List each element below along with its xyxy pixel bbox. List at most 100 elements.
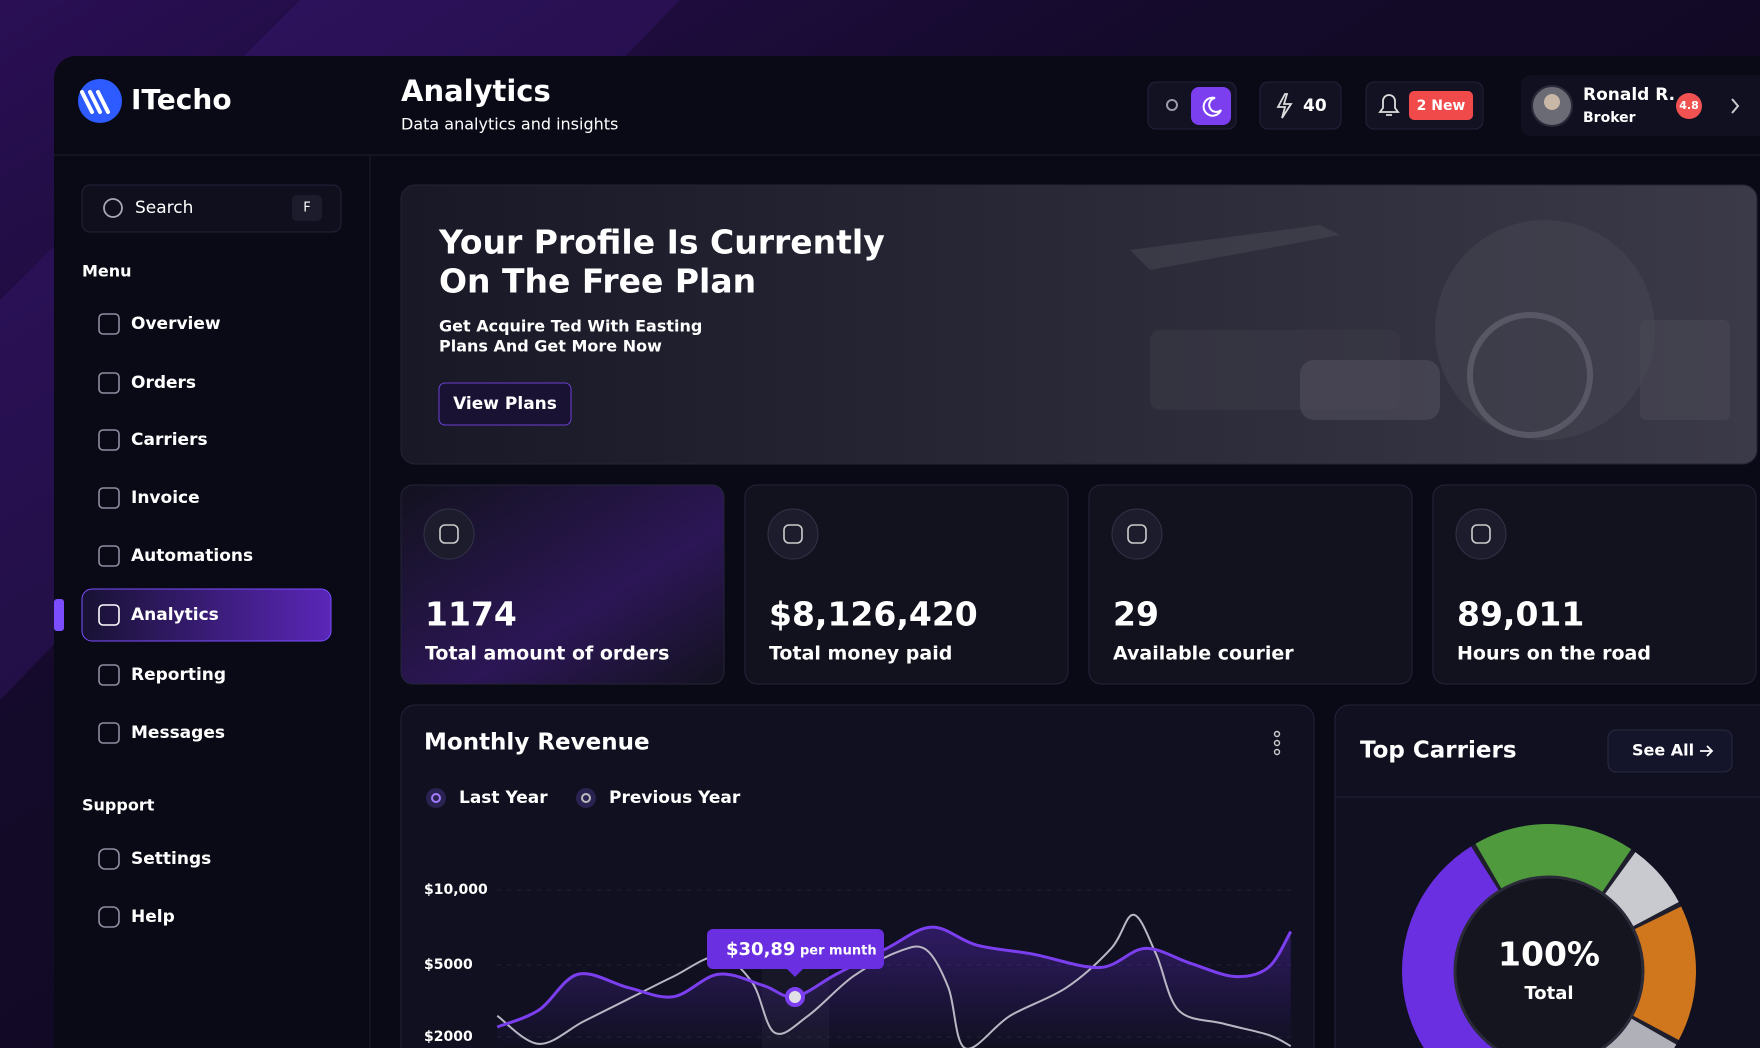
revenue-title: Monthly Revenue	[424, 730, 650, 756]
logo-icon	[78, 79, 122, 123]
page-title: Analytics	[401, 74, 551, 108]
banner-title: On The Free Plan	[439, 262, 756, 301]
stat-value: $8,126,420	[769, 595, 978, 634]
y-tick-label: $5000	[424, 957, 473, 973]
stat-value: 1174	[425, 595, 517, 634]
donut-segment	[1604, 1017, 1677, 1048]
tooltip-unit: per munth	[800, 944, 877, 959]
menu-icon	[98, 429, 120, 451]
menu-icon	[98, 664, 120, 686]
kebab-dot	[1273, 739, 1281, 747]
notification-count: 2 New	[1417, 98, 1466, 114]
user-box[interactable]	[1521, 75, 1760, 136]
user-name: Ronald R.	[1583, 85, 1675, 105]
logo-stripe	[80, 90, 94, 114]
stat-card	[744, 484, 1069, 685]
last-year-line	[496, 925, 1293, 1029]
legend-dot-core	[431, 793, 441, 803]
tooltip-pointer	[787, 969, 803, 977]
active-indicator	[54, 599, 64, 631]
hover-point	[785, 987, 805, 1007]
menu-item-active[interactable]	[81, 588, 332, 642]
menu-item[interactable]: Overview	[131, 314, 221, 334]
legend-dot-core	[581, 793, 591, 803]
menu-item[interactable]: Settings	[131, 849, 211, 869]
stat-label: Total money paid	[769, 643, 952, 665]
legend-label: Previous Year	[609, 788, 741, 808]
menu-icon	[98, 487, 120, 509]
previous-year-line	[496, 913, 1292, 1048]
see-all-button[interactable]	[1607, 729, 1733, 773]
banner-clock	[1467, 312, 1593, 438]
menu-item[interactable]: Invoice	[131, 488, 200, 508]
shortcut-key	[292, 195, 322, 221]
user-rating: 4.8	[1679, 99, 1699, 112]
carriers-title: Top Carriers	[1360, 738, 1517, 764]
stat-label: Total amount of orders	[425, 643, 669, 665]
menu-item[interactable]: Help	[131, 907, 175, 927]
legend-dot	[576, 788, 596, 808]
banner-globe	[1435, 220, 1655, 440]
donut-total-label: Total	[1524, 983, 1573, 1004]
stat-value: 89,011	[1457, 595, 1584, 634]
moon-button[interactable]	[1191, 87, 1231, 125]
logo-stripe	[88, 90, 102, 114]
moon-icon	[1202, 96, 1222, 117]
notification-badge	[1409, 91, 1473, 120]
stat-icon-glyph	[1471, 524, 1491, 544]
menu-icon	[98, 372, 120, 394]
energy-box[interactable]	[1259, 81, 1342, 130]
banner-text: Get Acquire Ted With Easting	[439, 317, 702, 336]
menu-icon	[98, 722, 120, 744]
brand-name: ITecho	[131, 83, 232, 116]
stat-value: 29	[1113, 595, 1159, 634]
banner-title: Your Profile Is Currently	[438, 223, 885, 262]
y-tick-label: $2000	[424, 1029, 473, 1045]
menu-icon	[98, 906, 120, 928]
stat-icon-glyph	[1127, 524, 1147, 544]
menu-icon	[98, 604, 120, 626]
menu-item[interactable]: Analytics	[131, 605, 219, 625]
menu-item[interactable]: Carriers	[131, 430, 208, 450]
user-chevron	[1731, 98, 1740, 114]
stat-label: Hours on the road	[1457, 643, 1651, 665]
user-role: Broker	[1583, 110, 1636, 126]
stat-label: Available courier	[1113, 643, 1294, 665]
tooltip	[707, 929, 884, 969]
search-placeholder: Search	[135, 198, 193, 218]
support-label: Support	[82, 796, 155, 815]
kebab-dot	[1273, 730, 1281, 738]
banner-plane	[1130, 225, 1340, 270]
energy-count: 40	[1303, 96, 1327, 116]
stat-card	[400, 484, 725, 685]
donut-segment	[1402, 846, 1500, 1048]
legend-label: Last Year	[459, 788, 548, 808]
rating-badge	[1676, 93, 1702, 119]
banner-forklift	[1640, 320, 1730, 420]
y-tick-label: $10,000	[424, 882, 488, 898]
see-all-label[interactable]: See All	[1632, 741, 1694, 760]
menu-icon	[98, 313, 120, 335]
menu-item[interactable]: Reporting	[131, 665, 226, 685]
revenue-card	[400, 704, 1315, 1048]
menu-icon	[98, 848, 120, 870]
stat-icon	[1111, 508, 1163, 560]
shortcut-key-label: F	[303, 201, 310, 216]
search-box[interactable]	[81, 184, 342, 233]
menu-item[interactable]: Messages	[131, 723, 225, 743]
donut-segment	[1604, 852, 1679, 928]
page-subtitle: Data analytics and insights	[401, 115, 618, 134]
search-icon	[103, 198, 123, 218]
view-plans-button[interactable]	[438, 382, 572, 426]
sun-icon	[1166, 99, 1178, 111]
menu-icon	[98, 545, 120, 567]
menu-label: Menu	[82, 262, 132, 281]
logo-stripe	[96, 90, 110, 114]
banner-van	[1300, 360, 1440, 420]
view-plans-label[interactable]: View Plans	[453, 394, 557, 414]
donut-hole	[1453, 875, 1645, 1048]
menu-item[interactable]: Automations	[131, 546, 253, 566]
menu-item[interactable]: Orders	[131, 373, 196, 393]
